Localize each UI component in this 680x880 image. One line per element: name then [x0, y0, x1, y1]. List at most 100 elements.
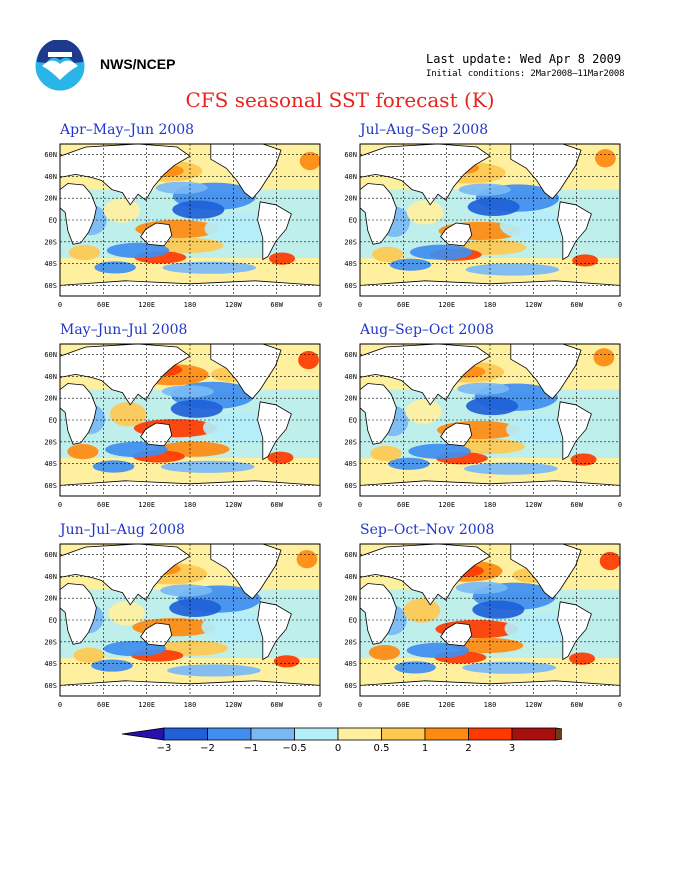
land-mass [257, 601, 292, 661]
sst-map: 60N 40N 20N EQ 20S 40S 60S 0 60E 120E 180 120W 60W 0 [44, 343, 322, 509]
lon-tick-label: 60E [397, 501, 410, 509]
sst-anomaly-region [267, 451, 294, 464]
sst-anomaly-layer [60, 344, 320, 496]
lon-tick-label: 0 [618, 301, 622, 309]
lon-tick-label: 180 [484, 501, 497, 509]
sst-anomaly-layer [60, 144, 320, 296]
lat-tick-label: 40N [344, 373, 357, 381]
lat-tick-label: 40N [44, 573, 57, 581]
agency-label: NWS/NCEP [100, 56, 176, 72]
sst-anomaly-region [405, 399, 442, 424]
lon-tick-label: 120W [525, 701, 543, 709]
lon-tick-label: 60E [97, 701, 110, 709]
lon-tick-label: 120W [225, 301, 243, 309]
sst-anomaly-region [106, 242, 170, 258]
lat-tick-label: EQ [49, 617, 57, 625]
land-mass [440, 422, 473, 447]
sst-anomaly-region [406, 200, 444, 225]
sst-anomaly-region [296, 550, 318, 569]
sst-anomaly-region [389, 258, 432, 271]
lon-tick-label: 0 [618, 701, 622, 709]
land-mass [60, 344, 191, 406]
lat-tick-label: 40N [44, 373, 57, 381]
sst-anomaly-region [403, 598, 441, 623]
lon-tick-label: 120E [438, 301, 455, 309]
forecast-panel: May–Jun–Jul 2008 60N 40N 20N EQ 20S 40S 60S 0 60… [34, 322, 330, 509]
sst-anomaly-region [155, 181, 208, 194]
land-mass [257, 201, 292, 261]
page-title: CFS seasonal SST forecast (K) [185, 88, 495, 112]
land-mass [360, 544, 491, 606]
sst-anomaly-region [371, 246, 404, 262]
land-mass [140, 422, 173, 447]
colorbar-tick-label: 0 [335, 743, 341, 754]
sst-map: 60N 40N 20N EQ 20S 40S 60S 0 60E 120E 180 120W 60W 0 [344, 343, 622, 509]
lon-tick-label: 120E [138, 701, 155, 709]
lat-tick-label: 20N [344, 195, 357, 203]
lat-tick-label: 20N [344, 595, 357, 603]
lat-tick-label: 20S [344, 638, 357, 646]
sst-anomaly-region [161, 385, 214, 398]
sst-anomaly-region [464, 462, 558, 475]
lat-tick-label: 20S [44, 438, 57, 446]
land-mass [210, 544, 282, 600]
colorbar-tick-label: 2 [465, 743, 471, 754]
map-frame [59, 343, 321, 497]
colorbar-tick-label: −3 [157, 743, 172, 754]
sst-anomaly-region [570, 453, 597, 466]
land-mass [210, 144, 282, 200]
lon-tick-label: 120W [225, 701, 243, 709]
sst-anomaly-region [73, 647, 105, 663]
land-mass [60, 144, 191, 206]
lon-tick-label: 120W [525, 301, 543, 309]
lon-tick-label: 0 [318, 501, 322, 509]
land-mass [360, 144, 491, 206]
lon-tick-label: 60W [570, 301, 583, 309]
sst-anomaly-region [467, 197, 520, 217]
land-mass [510, 144, 582, 200]
sst-anomaly-region [457, 382, 510, 395]
lat-tick-label: 60S [344, 282, 357, 290]
sst-anomaly-region [458, 183, 511, 196]
forecast-panel: Jun–Jul–Aug 2008 60N 40N 20N EQ 20S 40S 60S 0 60… [34, 522, 330, 709]
colorbar-tick-label: 3 [509, 743, 515, 754]
land-mass [557, 401, 592, 461]
colorbar-swatch [424, 727, 469, 741]
map-frame [59, 143, 321, 297]
lat-tick-label: 60N [44, 151, 57, 159]
sst-anomaly-region [169, 598, 222, 617]
sst-map: 60N 40N 20N EQ 20S 40S 60S 0 60E 120E 180 120W 60W 0 [344, 543, 622, 709]
last-update-text: Last update: Wed Apr 8 2009 [426, 52, 622, 66]
sst-anomaly-region [269, 252, 296, 265]
land-mass [557, 201, 592, 261]
lat-tick-label: 60N [344, 551, 357, 559]
lon-tick-label: 0 [358, 701, 362, 709]
sst-anomaly-region [593, 348, 615, 367]
land-mass [557, 601, 592, 661]
colorbar-swatch [207, 727, 252, 741]
lon-tick-label: 180 [184, 301, 197, 309]
sst-anomaly-region [394, 661, 436, 674]
lon-tick-label: 60E [97, 301, 110, 309]
colorbar-tick-label: 0.5 [374, 743, 390, 754]
forecast-panel: Jul–Aug–Sep 2008 60N 40N 20N EQ 20S 40S 60S 0 60… [334, 122, 630, 309]
sst-anomaly-region [466, 396, 519, 416]
sst-anomaly-region [273, 655, 300, 668]
colorbar-swatch [511, 727, 556, 741]
lon-tick-label: 60E [97, 501, 110, 509]
sst-anomaly-region [368, 644, 401, 661]
land-mass [510, 344, 582, 400]
sst-anomaly-region [160, 584, 213, 597]
lat-tick-label: 60N [344, 351, 357, 359]
lon-tick-label: 60E [397, 701, 410, 709]
colorbar-arrow-high [555, 727, 562, 741]
land-mass [360, 583, 397, 645]
lat-tick-label: 40N [344, 573, 357, 581]
lat-tick-label: 20S [344, 438, 357, 446]
panel-title: Apr–May–Jun 2008 [60, 122, 195, 138]
sst-anomaly-region [595, 149, 616, 168]
sst-anomaly-region [94, 261, 136, 274]
lat-tick-label: 60N [44, 551, 57, 559]
map-frame [359, 343, 621, 497]
land-mass [510, 544, 582, 600]
